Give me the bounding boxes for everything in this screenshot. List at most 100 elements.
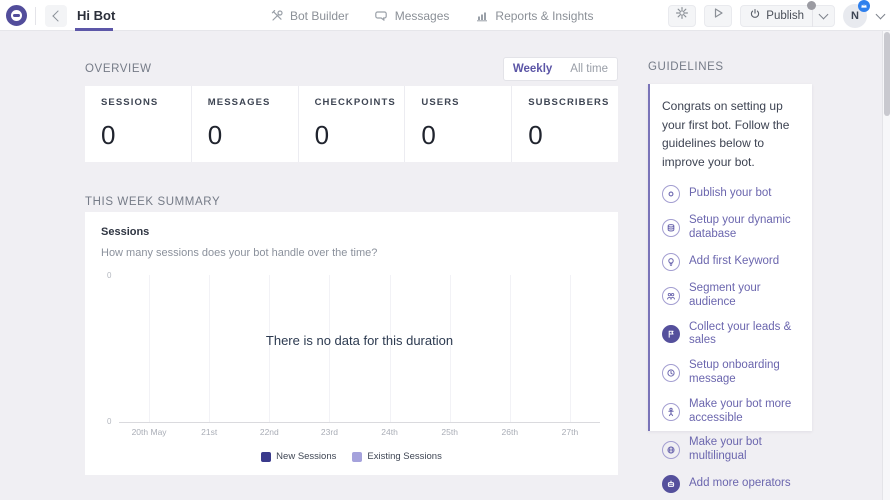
x-axis-label: 23rd (320, 427, 338, 437)
gear-icon (675, 6, 689, 25)
stat-value: 0 (101, 120, 116, 150)
guidelines-list: Publish your bot Setup your dynamic data… (662, 185, 802, 493)
tools-icon (270, 9, 284, 23)
stat-value: 0 (207, 120, 223, 150)
nav-item-messages[interactable]: Messages (374, 8, 450, 23)
stat-value: 0 (421, 120, 436, 150)
legend-new-sessions[interactable]: New Sessions (261, 451, 336, 462)
x-axis-label: 22nd (259, 427, 279, 437)
stat-users: USERS 0 (404, 86, 511, 162)
publish-main[interactable]: Publish (741, 8, 812, 23)
chart-title: Sessions (101, 226, 150, 238)
back-button[interactable] (45, 4, 67, 27)
navbar-right: Publish N (668, 0, 886, 31)
account-caret[interactable] (875, 9, 886, 19)
y-axis-tick-max: 0 (107, 271, 112, 280)
stat-label: CHECKPOINTS (314, 97, 396, 108)
brand-logo-icon[interactable] (6, 5, 27, 26)
stat-checkpoints: CHECKPOINTS 0 (297, 86, 405, 162)
globe-icon (662, 441, 680, 460)
summary-heading-row: THIS WEEK SUMMARY (85, 192, 220, 210)
active-title-underline (75, 28, 113, 31)
plan-badge (858, 0, 870, 12)
guidelines-heading-row: GUIDELINES (648, 57, 724, 75)
stat-value: 0 (528, 120, 543, 150)
top-navbar: Hi Bot Bot Builder Messages (0, 0, 890, 31)
logo-mark (13, 14, 20, 17)
x-axis-label: 20th May (131, 427, 167, 437)
clock-icon (662, 363, 680, 382)
stat-label: SESSIONS (101, 97, 159, 108)
guideline-add-keyword[interactable]: Add first Keyword (662, 252, 802, 271)
guideline-segment-audience[interactable]: Segment your audience (662, 282, 802, 310)
legend-existing-sessions[interactable]: Existing Sessions (352, 451, 442, 462)
flag-icon (662, 325, 680, 344)
settings-button[interactable] (668, 4, 697, 27)
preview-button[interactable] (704, 4, 733, 27)
overview-stats-card: SESSIONS 0 MESSAGES 0 CHECKPOINTS 0 USER… (85, 86, 618, 162)
guideline-multilingual-bot[interactable]: Make your bot multilingual (662, 436, 802, 464)
stat-subscribers: SUBSCRIBERS 0 (511, 86, 618, 162)
guideline-dynamic-database[interactable]: Setup your dynamic database (662, 214, 802, 242)
power-icon (749, 8, 761, 23)
nav-item-reports[interactable]: Reports & Insights (475, 9, 593, 23)
guideline-label: Collect your leads & sales (689, 320, 792, 347)
guideline-label: Make your bot multilingual (689, 436, 762, 463)
legend-label: Existing Sessions (367, 451, 442, 462)
x-axis-labels: 20th May 21st 22nd 23rd 24th 25th 26th 2… (119, 427, 600, 437)
summary-heading: THIS WEEK SUMMARY (85, 196, 221, 208)
target-icon (662, 185, 680, 204)
time-range-toggle: Weekly All time (502, 57, 618, 81)
stat-label: USERS (421, 97, 460, 108)
sessions-chart-card: Sessions How many sessions does your bot… (85, 212, 618, 475)
guideline-label: Add first Keyword (689, 255, 780, 268)
bot-title: Hi Bot (77, 8, 116, 23)
guideline-collect-leads[interactable]: Collect your leads & sales (662, 321, 802, 349)
guidelines-heading: GUIDELINES (648, 61, 724, 73)
x-axis-label: 21st (201, 427, 218, 437)
publish-dropdown[interactable] (813, 9, 834, 19)
guideline-label: Make your bot more accessible (689, 397, 792, 424)
stat-label: MESSAGES (207, 97, 271, 108)
nav-label: Messages (394, 8, 450, 23)
stat-sessions: SESSIONS 0 (85, 86, 191, 162)
guidelines-panel: Congrats on setting up your first bot. F… (648, 84, 812, 493)
chart-plot-area: 0 0 There is no data for this duration (107, 271, 600, 426)
legend-swatch-existing (352, 451, 363, 462)
toggle-all-time[interactable]: All time (570, 63, 608, 75)
publish-button[interactable]: Publish (740, 0, 835, 27)
stat-value: 0 (314, 120, 330, 150)
chart-legend: New Sessions Existing Sessions (101, 451, 602, 462)
chart-gridlines (119, 275, 600, 422)
chat-icon (374, 9, 389, 23)
robot-icon (662, 474, 680, 493)
nav-label: Reports & Insights (495, 8, 594, 23)
publish-label: Publish (766, 9, 804, 22)
page-scrollbar[interactable] (882, 31, 890, 500)
guideline-publish-bot[interactable]: Publish your bot (662, 185, 802, 204)
x-axis-label: 25th (441, 427, 458, 437)
audience-icon (662, 286, 680, 305)
navbar-left: Hi Bot (0, 0, 115, 31)
toggle-weekly[interactable]: Weekly (512, 63, 553, 75)
chevron-left-icon (51, 9, 64, 22)
y-axis-tick-min: 0 (107, 417, 112, 426)
x-axis-label: 24th (381, 427, 398, 437)
guideline-add-operators[interactable]: Add more operators (662, 474, 802, 493)
chart-empty-message: There is no data for this duration (265, 333, 454, 348)
guideline-onboarding-message[interactable]: Setup onboarding message (662, 359, 802, 387)
guideline-label: Setup onboarding message (689, 359, 780, 385)
legend-label: New Sessions (276, 451, 337, 462)
chart-subtitle: How many sessions does your bot handle o… (101, 247, 378, 259)
x-axis-label: 26th (501, 427, 519, 437)
guideline-accessible-bot[interactable]: Make your bot more accessible (662, 398, 802, 426)
nav-label: Bot Builder (290, 8, 349, 23)
database-icon (662, 219, 680, 238)
account-menu[interactable]: N (843, 0, 870, 28)
nav-item-bot-builder[interactable]: Bot Builder (270, 9, 349, 23)
navbar-divider (35, 6, 36, 25)
guideline-label: Publish your bot (689, 187, 772, 200)
stat-messages: MESSAGES 0 (190, 86, 298, 162)
scrollbar-thumb[interactable] (884, 32, 890, 116)
